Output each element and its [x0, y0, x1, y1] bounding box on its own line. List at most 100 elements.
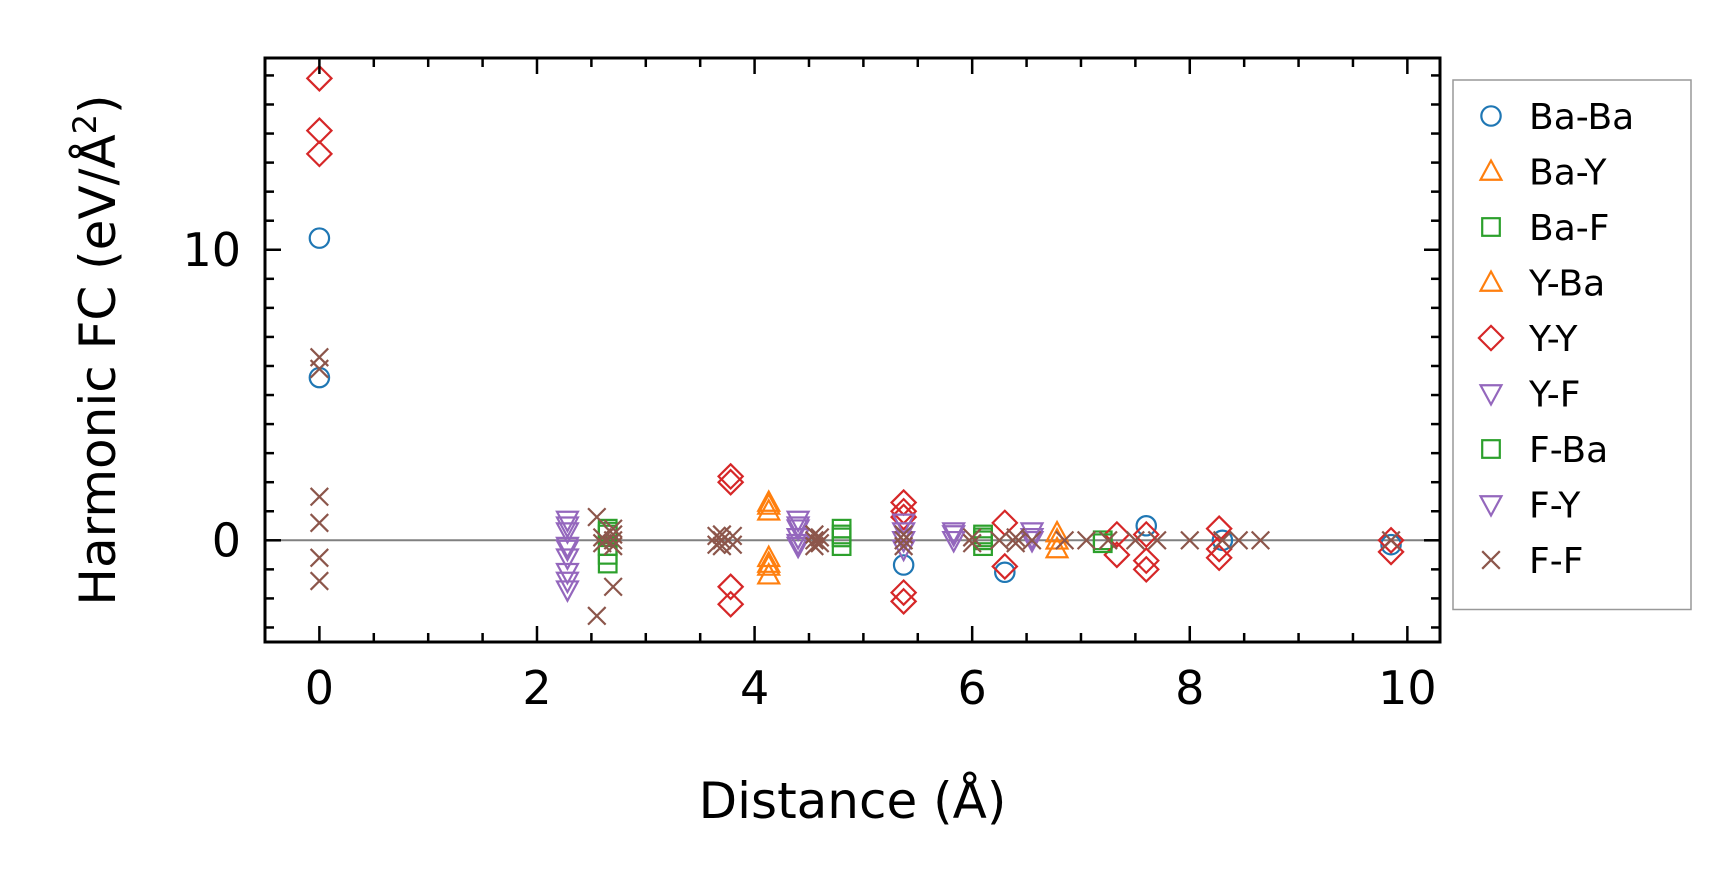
data-point-f-f [1006, 527, 1026, 547]
data-point-ba-ba [308, 227, 331, 249]
data-point-f-f [962, 533, 982, 553]
legend-marker-y-y [1477, 324, 1505, 352]
legend-label-y-y: Y-Y [1528, 319, 1578, 360]
data-point-f-f [810, 527, 830, 547]
y-axis-title-main: Harmonic FC (eV/Å [69, 134, 127, 605]
data-point-f-f [592, 527, 612, 547]
data-point-y-y [991, 552, 1019, 581]
legend-marker-y-ba [1478, 269, 1504, 292]
legend-label-ba-ba: Ba-Ba [1529, 97, 1634, 138]
legend-label-y-ba: Y-Ba [1528, 264, 1605, 305]
data-point-f-f [603, 536, 623, 556]
data-point-f-f [723, 526, 743, 546]
data-point-f-f [1180, 530, 1200, 550]
data-point-f-f [603, 530, 623, 550]
x-tick-label: 2 [522, 661, 551, 715]
data-point-y-y [1132, 520, 1160, 549]
series-f-f [309, 347, 1401, 626]
data-point-ba-ba [1135, 515, 1158, 537]
legend-marker-f-ba [1481, 439, 1501, 459]
data-point-f-y [785, 516, 811, 540]
x-tick-label: 0 [305, 661, 334, 715]
data-point-y-y [889, 578, 918, 607]
legend-marker-ba-f [1481, 217, 1501, 237]
x-tick-label: 6 [958, 661, 987, 715]
data-point-f-f [587, 606, 607, 626]
data-point-y-f [1019, 530, 1045, 554]
data-point-ba-y [756, 550, 782, 573]
data-point-y-y [1205, 544, 1233, 572]
data-point-f-f [723, 535, 743, 555]
x-tick-label: 4 [740, 661, 769, 715]
data-point-y-y [1205, 515, 1233, 543]
data-point-f-f [804, 530, 824, 550]
legend-label-f-y: F-Y [1529, 486, 1581, 527]
data-point-y-y [1132, 546, 1160, 575]
data-point-f-f [1250, 530, 1271, 550]
data-point-f-f [1022, 530, 1042, 550]
data-point-y-f [555, 522, 580, 545]
legend-marker-y-f [1478, 384, 1504, 407]
data-point-f-y [555, 516, 580, 540]
legend-label-y-f: Y-F [1528, 375, 1580, 416]
data-point-f-f [1076, 530, 1096, 550]
plot-frame [263, 56, 1442, 644]
data-point-f-f [1381, 530, 1401, 550]
data-point-f-f [587, 507, 607, 527]
data-point-y-y [1103, 520, 1131, 549]
legend-marker-f-y [1478, 495, 1504, 518]
data-point-y-ba [756, 553, 782, 576]
legend-label-f-f: F-F [1529, 541, 1583, 582]
data-point-y-f [941, 530, 966, 554]
legend-marker-f-f [1481, 550, 1501, 570]
data-point-y-y [305, 64, 334, 92]
data-point-f-f [309, 359, 329, 379]
data-point-y-f [555, 548, 580, 572]
data-point-y-ba [756, 492, 782, 515]
data-point-f-y [785, 533, 811, 557]
y-axis-title-superscript: 2 [66, 114, 104, 134]
y-axis-title: Harmonic FC (eV/Å2) [66, 94, 127, 605]
data-point-y-y [716, 590, 745, 618]
data-point-f-f [309, 513, 329, 533]
data-point-f-f [712, 530, 732, 550]
y-tick-label: 10 [182, 223, 241, 277]
data-point-y-y [716, 462, 745, 491]
data-point-f-y [1019, 528, 1045, 551]
data-point-ba-ba [1380, 533, 1402, 556]
data-point-ba-y [756, 497, 782, 521]
legend-marker-ba-ba [1480, 105, 1502, 127]
data-point-f-f [1147, 530, 1167, 550]
y-tick-label: 0 [212, 513, 241, 567]
data-points [305, 64, 1405, 626]
data-point-y-y [305, 140, 334, 168]
data-point-f-f [309, 487, 329, 507]
y-axis-title-close: ) [69, 94, 127, 114]
data-point-y-y [889, 587, 918, 615]
axis-ticks [263, 58, 1440, 642]
legend-label-f-ba: F-Ba [1529, 430, 1608, 471]
data-point-ba-y [756, 489, 782, 512]
data-point-f-f [1212, 530, 1232, 550]
data-point-f-ba [973, 527, 993, 548]
data-point-f-f [1055, 530, 1075, 550]
data-point-f-f [1229, 530, 1249, 550]
x-axis-title: Distance (Å) [699, 772, 1007, 830]
data-point-y-f [555, 580, 580, 604]
data-point-f-f [989, 530, 1009, 550]
data-point-y-y [1103, 541, 1131, 569]
data-point-ba-y [1044, 519, 1070, 543]
data-point-f-f [603, 577, 623, 597]
legend: Ba-Ba Ba-Y Ba-F Y-Ba Y-Y Y-F F-Ba F-Y F-F [1452, 79, 1692, 611]
x-tick-label: 10 [1378, 661, 1437, 715]
data-point-f-f [1125, 530, 1145, 550]
data-point-f-f [309, 548, 329, 568]
data-point-f-f [592, 533, 612, 553]
data-point-f-f [804, 536, 824, 556]
data-point-y-y [716, 468, 745, 496]
data-point-f-f [894, 530, 914, 550]
data-point-f-f [894, 536, 914, 556]
data-point-y-f [555, 510, 580, 534]
